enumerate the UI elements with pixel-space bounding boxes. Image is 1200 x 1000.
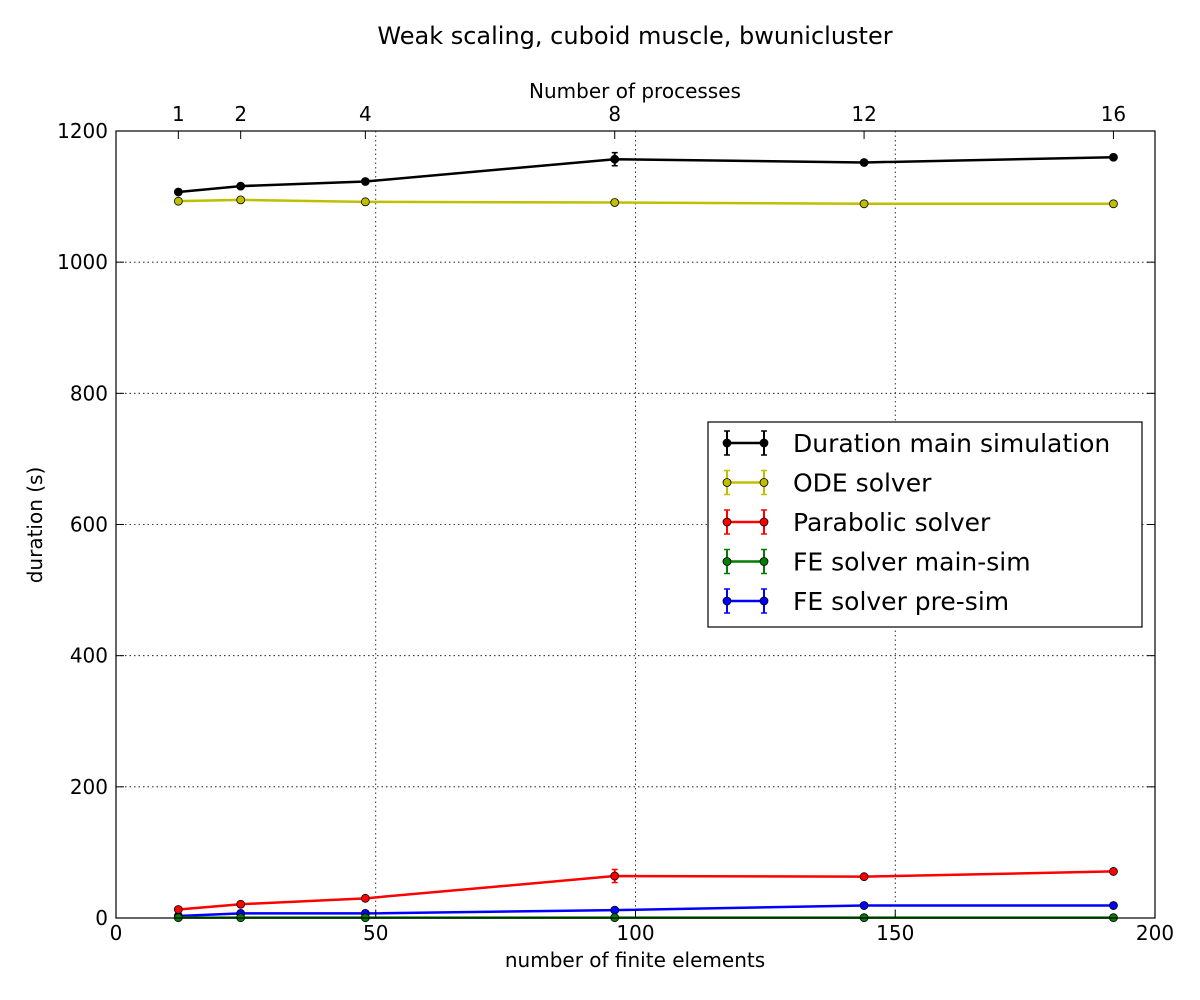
legend-item: FE solver main-sim (722, 548, 1031, 577)
data-point (360, 893, 370, 903)
x-tick-label: 150 (876, 921, 914, 945)
x-tick-label: 100 (616, 921, 654, 945)
x-tick-label: 50 (363, 921, 388, 945)
data-point (173, 196, 183, 206)
series-line (178, 155, 1114, 194)
data-point (610, 154, 620, 164)
legend-label: FE solver main-sim (793, 548, 1031, 577)
data-point (1109, 901, 1118, 910)
x-axis-label: number of finite elements (505, 948, 765, 972)
data-point (1109, 199, 1118, 209)
data-point (610, 871, 620, 881)
top-tick-label: 4 (359, 102, 372, 126)
top-tick-label: 8 (608, 102, 621, 126)
legend: Duration main simulation ODE solver Parabo… (707, 421, 1143, 628)
y-tick-label: 1000 (57, 250, 108, 274)
y-tick-label: 0 (95, 906, 108, 930)
legend-label: Parabolic solver (793, 508, 991, 537)
legend-label: Duration main simulation (793, 429, 1110, 458)
series (173, 867, 1118, 914)
x-tick-label: 0 (110, 921, 123, 945)
data-point (236, 195, 246, 205)
series-line (178, 904, 1114, 918)
legend-marker (759, 478, 769, 487)
legend-marker (759, 438, 769, 448)
legend-item: FE solver pre-sim (722, 587, 1009, 616)
legend-marker (722, 596, 732, 606)
y-tick-label: 800 (70, 381, 108, 405)
legend-item: Parabolic solver (722, 508, 991, 537)
data-point (173, 187, 183, 197)
grid (116, 131, 1155, 918)
top-tick-label: 2 (234, 102, 247, 126)
data-point (859, 199, 869, 209)
data-point (859, 872, 869, 882)
chart-title: Weak scaling, cuboid muscle, bwunicluste… (377, 22, 892, 50)
top-tick-label: 12 (851, 102, 876, 126)
y-tick-label: 1200 (57, 119, 108, 143)
legend-item: ODE solver (722, 469, 932, 498)
series-line (178, 198, 1114, 206)
data-point (859, 901, 869, 910)
top-tick-label: 1 (172, 102, 185, 126)
legend-marker (759, 517, 769, 527)
top-tick-label: 16 (1101, 102, 1126, 126)
legend-marker (722, 557, 732, 566)
series-line (178, 870, 1114, 911)
data-point (859, 158, 869, 167)
legend-marker (722, 517, 732, 527)
y-tick-label: 600 (70, 513, 108, 537)
legend-marker (722, 438, 732, 448)
legend-marker (759, 557, 769, 566)
x2-axis-label: Number of processes (529, 79, 741, 103)
legend-marker (759, 596, 769, 606)
y-tick-label: 200 (70, 775, 108, 799)
y-axis-label: duration (s) (23, 467, 47, 584)
data-point (1109, 867, 1118, 876)
x-tick-label: 200 (1136, 921, 1174, 945)
y-tick-label: 400 (70, 644, 108, 668)
data-point (236, 181, 246, 191)
series (173, 195, 1118, 209)
legend-label: ODE solver (793, 469, 932, 498)
legend-item: Duration main simulation (722, 429, 1110, 458)
data-point (610, 905, 620, 915)
data-point (236, 899, 246, 909)
data-point (610, 198, 620, 207)
legend-label: FE solver pre-sim (793, 587, 1009, 616)
legend-marker (722, 478, 732, 487)
data-point (360, 177, 370, 186)
legend-box (707, 421, 1143, 628)
data-point (173, 905, 183, 914)
data-point (360, 197, 370, 207)
series (173, 151, 1118, 197)
data-point (1109, 152, 1118, 162)
